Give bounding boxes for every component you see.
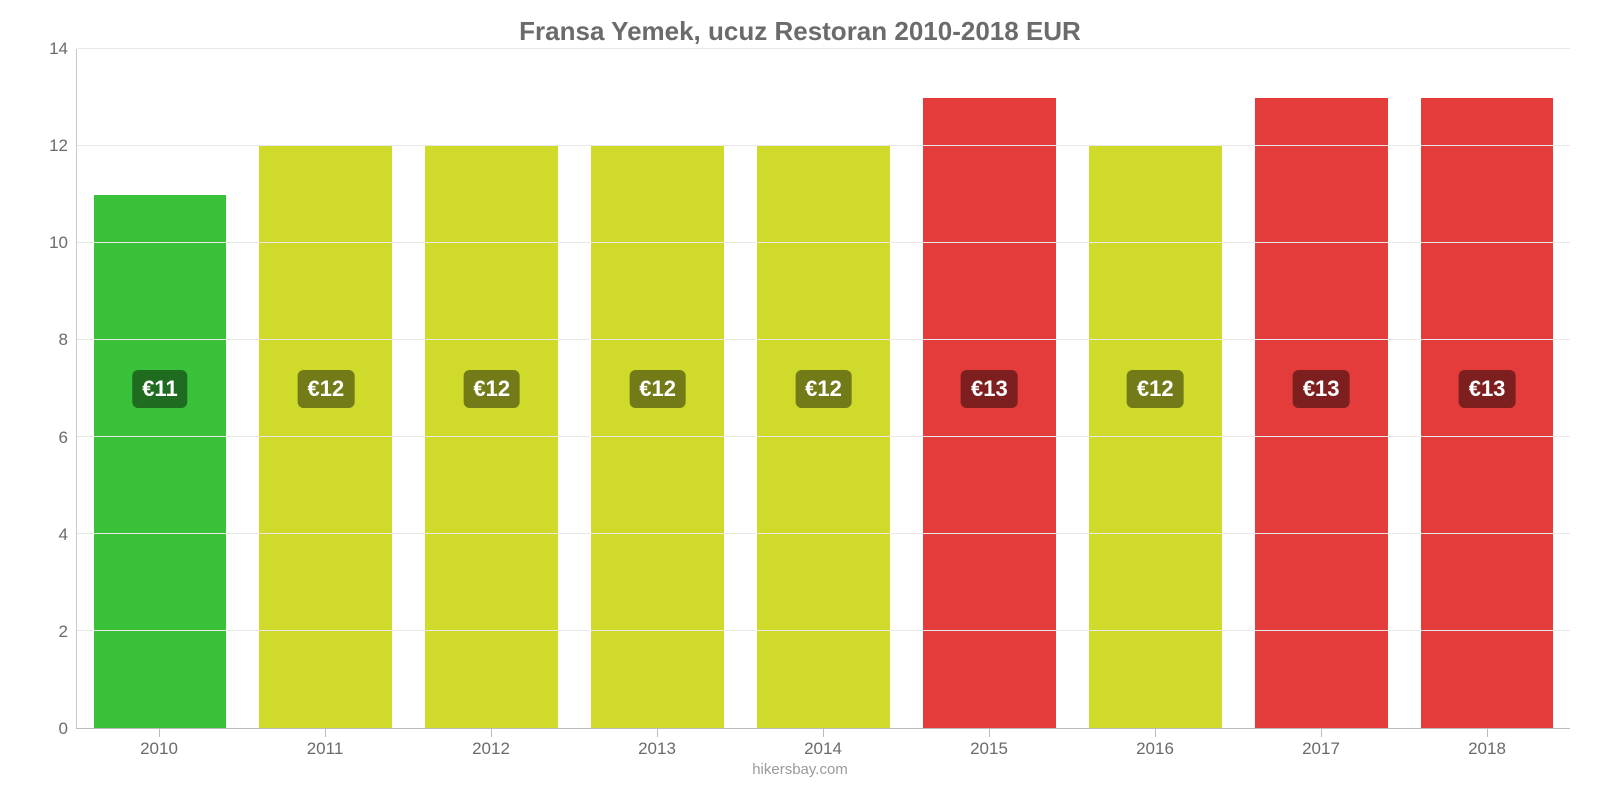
bar-value-label: €13	[1293, 370, 1350, 408]
bar-slot: €12	[1072, 49, 1238, 728]
x-tick-label: 2018	[1468, 739, 1506, 759]
bar-value-label: €13	[961, 370, 1018, 408]
x-tick: 2017	[1238, 729, 1404, 759]
bar-slot: €12	[409, 49, 575, 728]
bar-slot: €13	[1404, 49, 1570, 728]
bar: €12	[1089, 146, 1222, 728]
x-tick-label: 2017	[1302, 739, 1340, 759]
x-axis: 2010 2011 2012 2013 2014 2015 2016 2017 2018	[76, 729, 1570, 759]
bar-value-label: €12	[463, 370, 520, 408]
bar-slot: €11	[77, 49, 243, 728]
bar: €13	[1255, 98, 1388, 728]
bars-container: €11 €12 €12 €12 €12 €13 €12 €13 €13	[77, 49, 1570, 728]
bar-value-label: €11	[132, 370, 188, 408]
x-tick: 2012	[408, 729, 574, 759]
bar-slot: €13	[1238, 49, 1404, 728]
bar: €12	[757, 146, 890, 728]
bar: €12	[259, 146, 392, 728]
x-tick-label: 2016	[1136, 739, 1174, 759]
y-tick-label: 6	[59, 428, 68, 448]
plot-row: 02468101214 €11€12€12€12€12€13€12€13€13	[30, 49, 1570, 729]
bar-value-label: €12	[795, 370, 852, 408]
bar: €12	[425, 146, 558, 728]
chart-title: Fransa Yemek, ucuz Restoran 2010-2018 EU…	[30, 16, 1570, 47]
bar-value-label: €12	[1127, 370, 1184, 408]
x-tick-label: 2010	[140, 739, 178, 759]
plot-area: €11 €12 €12 €12 €12 €13 €12 €13 €13	[76, 49, 1570, 729]
bar-slot: €12	[741, 49, 907, 728]
bar-value-label: €12	[297, 370, 354, 408]
x-tick-label: 2012	[472, 739, 510, 759]
x-tick: 2010	[76, 729, 242, 759]
bar-value-label: €12	[629, 370, 686, 408]
y-axis: 02468101214	[30, 49, 76, 729]
y-tick-label: 12	[49, 136, 68, 156]
y-tick-label: 2	[59, 622, 68, 642]
x-tick-label: 2014	[804, 739, 842, 759]
bar: €13	[1421, 98, 1554, 728]
y-tick-label: 14	[49, 39, 68, 59]
bar-chart: Fransa Yemek, ucuz Restoran 2010-2018 EU…	[0, 0, 1600, 800]
x-tick: 2015	[906, 729, 1072, 759]
attribution: hikersbay.com	[30, 761, 1570, 778]
x-tick: 2016	[1072, 729, 1238, 759]
x-tick-label: 2015	[970, 739, 1008, 759]
bar-slot: €12	[243, 49, 409, 728]
y-tick-label: 0	[59, 719, 68, 739]
bar-slot: €12	[575, 49, 741, 728]
bar-slot: €13	[906, 49, 1072, 728]
x-tick-label: 2011	[307, 739, 344, 759]
x-tick-label: 2013	[638, 739, 676, 759]
x-tick: 2013	[574, 729, 740, 759]
bar: €11	[94, 195, 227, 729]
bar-value-label: €13	[1459, 370, 1516, 408]
y-tick-label: 4	[59, 525, 68, 545]
x-tick: 2011	[242, 729, 408, 759]
x-tick: 2014	[740, 729, 906, 759]
bar: €12	[591, 146, 724, 728]
y-tick-label: 8	[59, 330, 68, 350]
x-tick: 2018	[1404, 729, 1570, 759]
y-tick-label: 10	[49, 233, 68, 253]
bar: €13	[923, 98, 1056, 728]
